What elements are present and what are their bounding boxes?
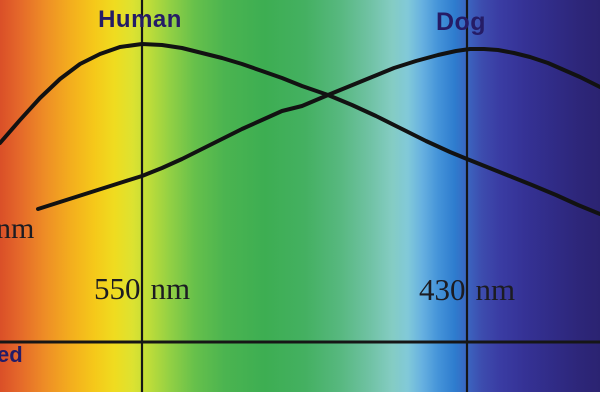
human-sensitivity-curve: [0, 42, 600, 216]
dog-sensitivity-curve: [36, 47, 600, 211]
